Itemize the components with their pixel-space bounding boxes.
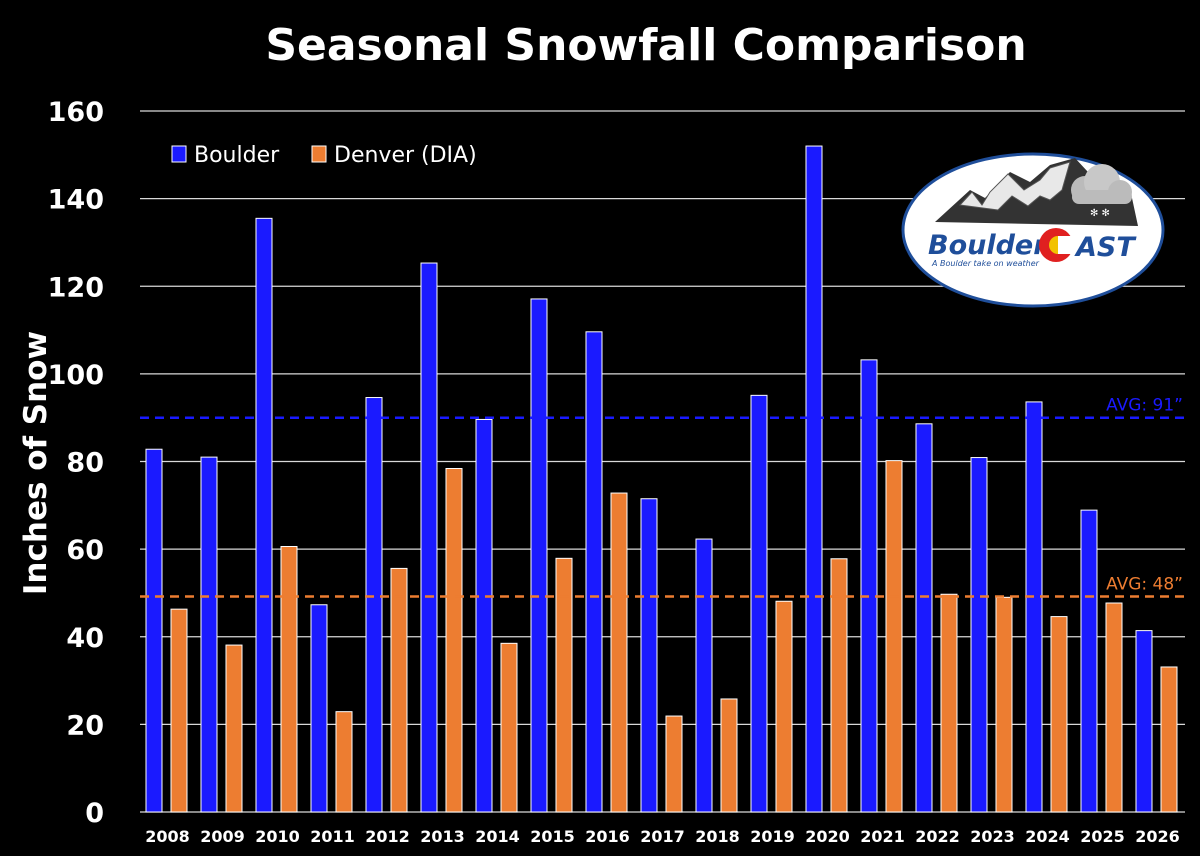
bars [145, 145, 1178, 813]
bar-boulder-2009 [200, 456, 218, 813]
bar-boulder-2013 [420, 262, 438, 813]
bar-denver-2008 [170, 608, 188, 813]
bar-boulder-2020 [805, 145, 823, 813]
bar-boulder-2019 [750, 394, 768, 813]
average-label-1: AVG: 48” [1106, 574, 1183, 594]
chart-title: Seasonal Snowfall Comparison [265, 20, 1026, 71]
average-lines: AVG: 91” AVG: 48” [140, 396, 1185, 598]
x-tick-label: 2012 [365, 827, 410, 846]
legend-label-0: Boulder [194, 143, 280, 168]
y-tick-label: 100 [48, 360, 104, 391]
bar-boulder-2022 [915, 423, 933, 813]
bar-denver-2015 [555, 557, 573, 813]
average-label-0: AVG: 91” [1106, 396, 1183, 416]
y-tick-label: 120 [48, 272, 104, 303]
bar-boulder-2014 [475, 418, 493, 813]
svg-text:✻ ✻: ✻ ✻ [1090, 208, 1110, 219]
logo-colorado-c-icon [1039, 228, 1078, 262]
x-tick-label: 2011 [310, 827, 355, 846]
bar-denver-2024 [1050, 616, 1068, 813]
bar-boulder-2012 [365, 397, 383, 813]
x-tick-label: 2026 [1135, 827, 1180, 846]
bar-denver-2012 [390, 567, 408, 813]
bar-denver-2021 [885, 460, 903, 813]
x-tick-label: 2010 [255, 827, 300, 846]
bar-boulder-2008 [145, 448, 163, 813]
bar-denver-2018 [720, 698, 738, 813]
legend: Boulder Denver (DIA) [171, 143, 477, 168]
bar-boulder-2025 [1080, 509, 1098, 813]
bar-denver-2009 [225, 644, 243, 813]
bar-denver-2013 [445, 468, 463, 813]
bar-boulder-2024 [1025, 401, 1043, 813]
x-tick-label: 2018 [695, 827, 740, 846]
bar-denver-2017 [665, 715, 683, 813]
bar-denver-2025 [1105, 602, 1123, 813]
logo-tagline: A Boulder take on weather [931, 259, 1040, 268]
bar-boulder-2023 [970, 457, 988, 813]
y-tick-label: 140 [48, 185, 104, 216]
bar-boulder-2017 [640, 498, 658, 813]
bar-boulder-2016 [585, 331, 603, 813]
y-tick-label: 40 [66, 623, 104, 654]
legend-label-1: Denver (DIA) [334, 143, 477, 168]
y-tick-label: 0 [85, 798, 104, 829]
bar-boulder-2010 [255, 217, 273, 813]
x-tick-label: 2014 [475, 827, 520, 846]
logo-wordmark-right: AST [1074, 232, 1137, 263]
x-tick-label: 2022 [915, 827, 960, 846]
bar-denver-2020 [830, 558, 848, 813]
bar-boulder-2026 [1135, 630, 1153, 813]
y-tick-label: 160 [48, 97, 104, 128]
bar-boulder-2021 [860, 359, 878, 813]
x-tick-label: 2023 [970, 827, 1015, 846]
bar-denver-2010 [280, 545, 298, 813]
x-tick-label: 2013 [420, 827, 465, 846]
y-tick-label: 60 [66, 535, 104, 566]
bar-denver-2011 [335, 711, 353, 813]
bar-denver-2023 [995, 596, 1013, 813]
bar-denver-2026 [1160, 666, 1178, 813]
y-tick-label: 80 [66, 448, 104, 479]
x-tick-labels: 2008 2009 2010 2011 2012 2013 2014 2015 2016 2017… [145, 827, 1180, 846]
x-tick-label: 2008 [145, 827, 190, 846]
legend-swatch-1 [311, 145, 327, 163]
y-axis-label: Inches of Snow [18, 331, 54, 595]
y-tick-labels: 0 20 40 60 80 100 120 140 160 [48, 97, 104, 829]
x-tick-label: 2024 [1025, 827, 1070, 846]
x-tick-label: 2021 [860, 827, 905, 846]
bar-denver-2016 [610, 492, 628, 813]
logo-snowcaps [958, 161, 1071, 211]
x-tick-label: 2015 [530, 827, 575, 846]
x-tick-label: 2025 [1080, 827, 1125, 846]
logo-wordmark-left: Boulder [928, 230, 1048, 261]
bar-boulder-2015 [530, 298, 548, 813]
bar-denver-2019 [775, 600, 793, 813]
bouldercast-logo: ✻ ✻ Boulder AST A Boulder take on weathe… [901, 152, 1165, 308]
legend-swatch-0 [171, 145, 187, 163]
x-tick-label: 2016 [585, 827, 630, 846]
y-tick-label: 20 [66, 710, 104, 741]
bar-denver-2014 [500, 642, 518, 813]
bar-boulder-2011 [310, 604, 328, 813]
logo-cloud-icon: ✻ ✻ [1071, 164, 1132, 219]
bar-denver-2022 [940, 593, 958, 813]
x-tick-label: 2009 [200, 827, 245, 846]
x-tick-label: 2019 [750, 827, 795, 846]
bar-boulder-2018 [695, 538, 713, 813]
x-tick-label: 2020 [805, 827, 850, 846]
x-tick-label: 2017 [640, 827, 685, 846]
